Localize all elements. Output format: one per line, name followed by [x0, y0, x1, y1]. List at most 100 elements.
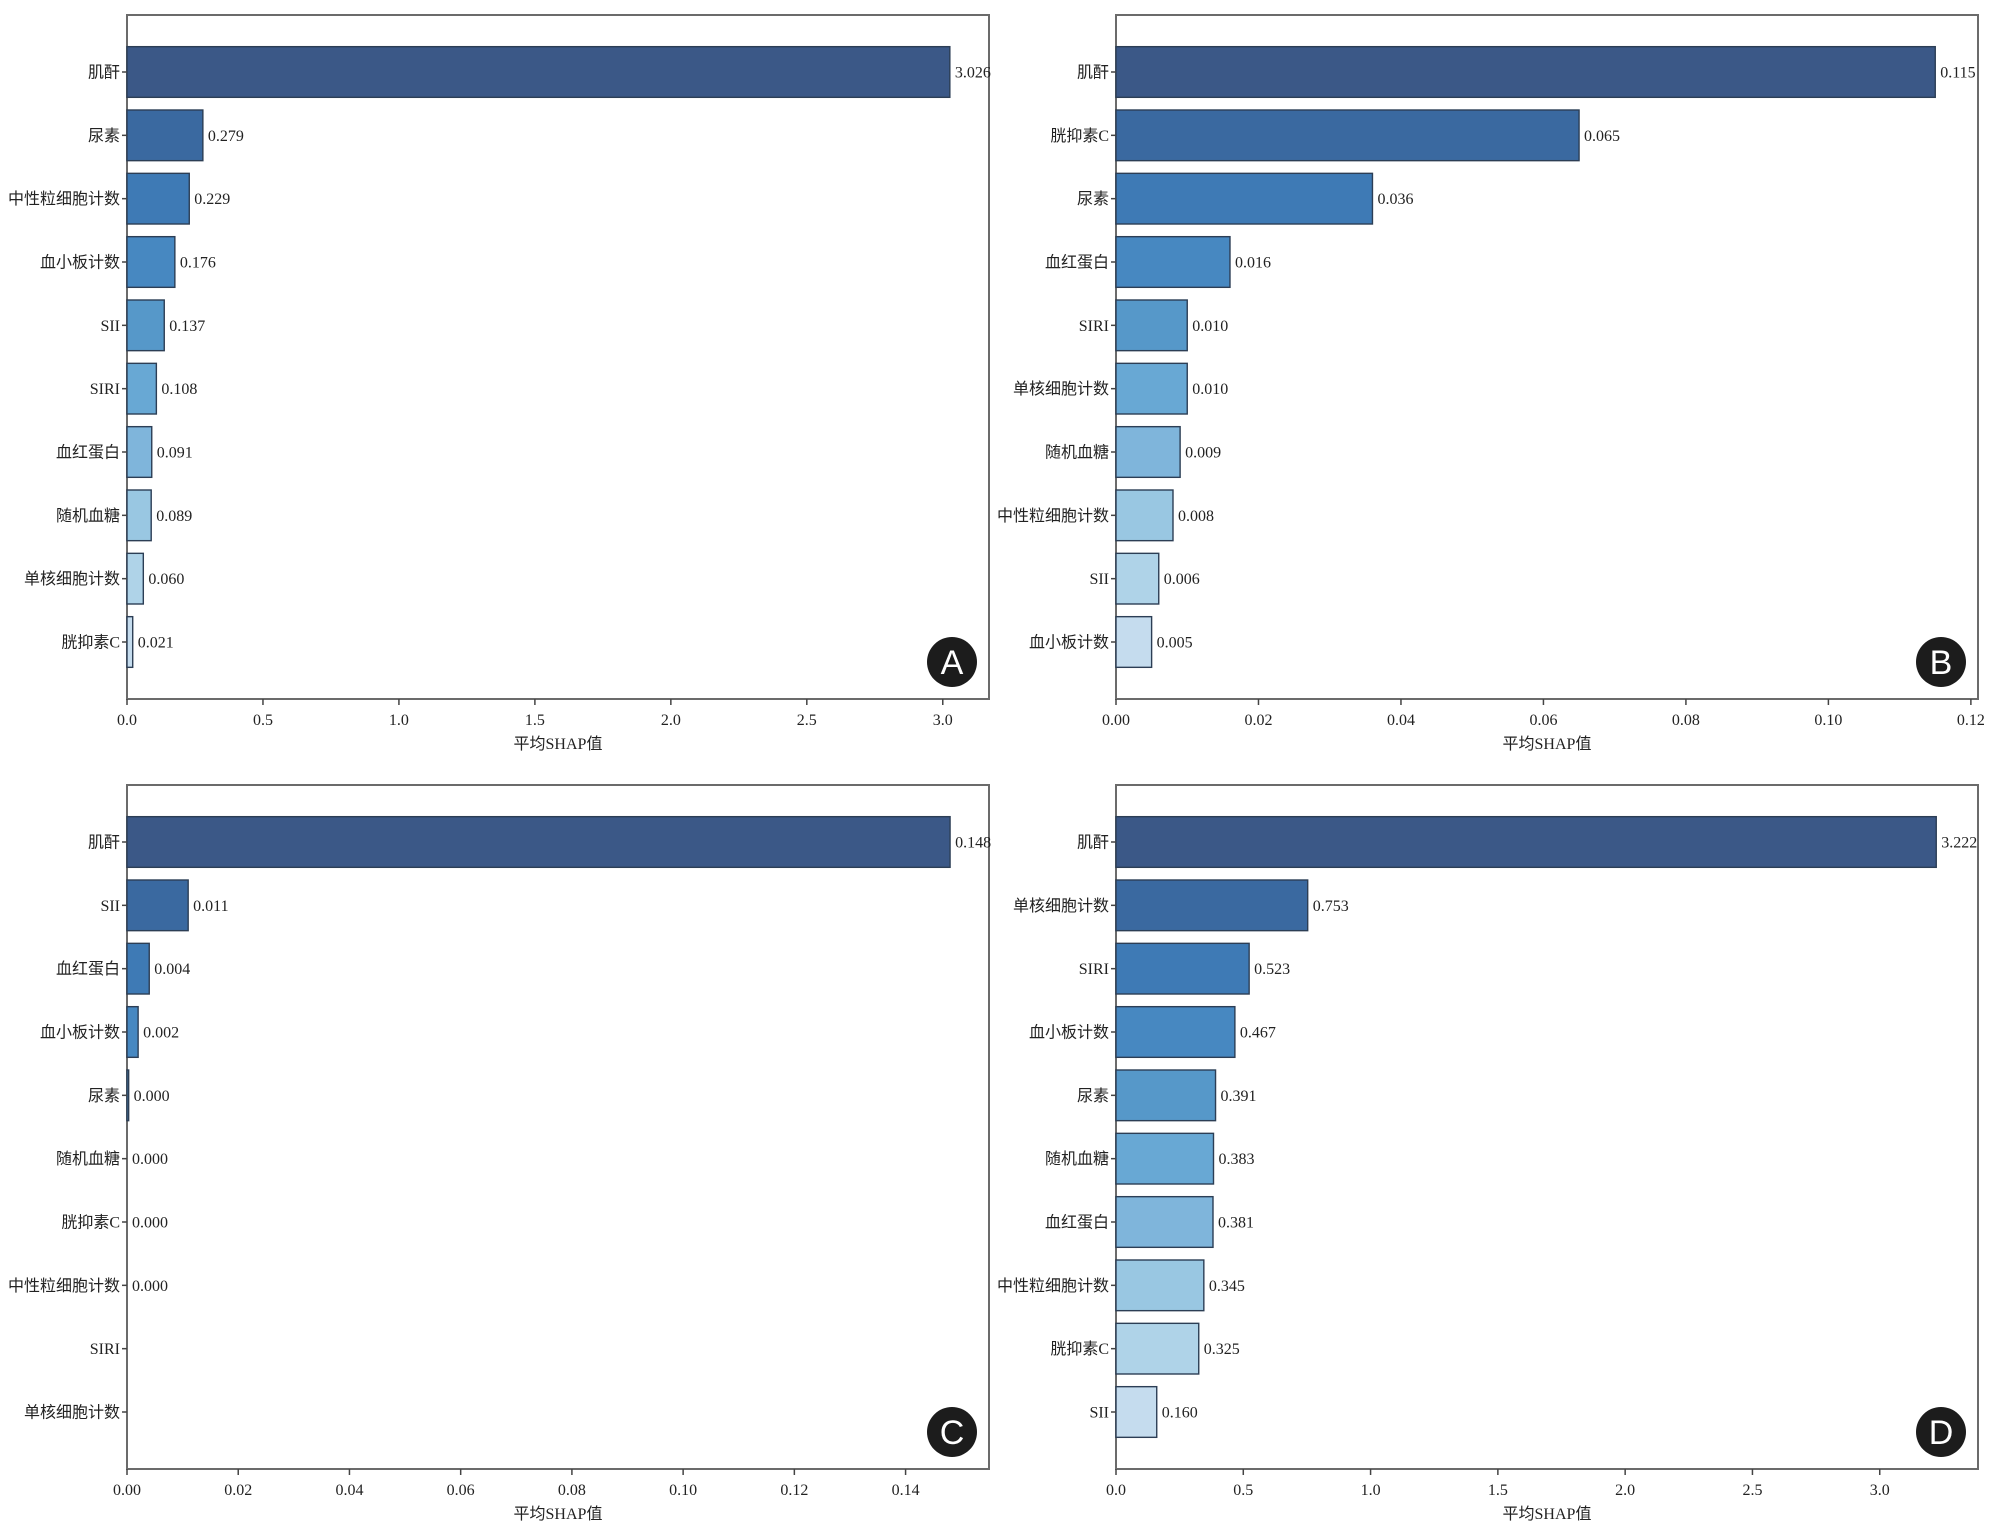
bar	[126, 362, 158, 415]
value-label: 0.148	[955, 835, 991, 852]
x-tick-label: 0.5	[253, 712, 273, 729]
bar	[126, 489, 152, 542]
x-tick-label: 1.5	[525, 712, 545, 729]
category-label: SIRI	[90, 381, 120, 398]
bar	[1115, 879, 1309, 932]
bar	[126, 879, 189, 932]
category-label: SIRI	[90, 1341, 120, 1358]
category-label: 单核细胞计数	[24, 570, 120, 588]
value-label: 0.383	[1219, 1151, 1255, 1168]
value-label: 0.016	[1235, 255, 1271, 272]
x-axis-title: 平均SHAP值	[1503, 735, 1592, 753]
plot-frame	[126, 14, 990, 700]
bar	[1115, 109, 1580, 162]
bar	[126, 425, 153, 479]
value-label: 0.011	[193, 898, 228, 915]
value-label: 3.026	[955, 65, 991, 82]
category-label: 血红蛋白	[1045, 254, 1109, 272]
x-tick-label: 0.06	[1529, 712, 1557, 729]
value-label: 0.036	[1377, 191, 1413, 208]
category-label: 血小板计数	[40, 254, 120, 272]
category-label: 中性粒细胞计数	[8, 1277, 120, 1295]
bar	[1115, 362, 1188, 415]
value-label: 0.325	[1204, 1341, 1240, 1358]
panel-a: 肌酐 3.026 尿素 0.279 中性粒细胞计数 0.229 血小板计数 0.176 SII 0…	[8, 14, 991, 753]
panel-badge-letter: D	[1929, 1414, 1954, 1452]
category-label: 血小板计数	[1029, 1024, 1109, 1042]
category-label: 肌酐	[88, 64, 120, 82]
value-label: 0.391	[1221, 1088, 1257, 1105]
category-label: 尿素	[1077, 1087, 1109, 1105]
value-label: 0.115	[1940, 65, 1975, 82]
x-tick-label: 0.5	[1233, 1482, 1253, 1499]
category-label: 中性粒细胞计数	[8, 190, 120, 208]
x-axis-title: 平均SHAP值	[1503, 1505, 1592, 1523]
bar	[1115, 1005, 1236, 1059]
value-label: 0.010	[1192, 381, 1228, 398]
x-tick-label: 0.10	[1814, 712, 1842, 729]
panel-badge	[1916, 1407, 1966, 1457]
x-tick-label: 0.10	[669, 1482, 697, 1499]
bar	[1115, 552, 1160, 605]
category-label: 胱抑素C	[1050, 1340, 1109, 1358]
bar	[126, 815, 951, 869]
bar	[1115, 615, 1153, 669]
bar	[1115, 942, 1250, 995]
x-tick-label: 0.02	[1244, 712, 1272, 729]
bar	[1115, 235, 1231, 289]
category-label: 血小板计数	[1029, 634, 1109, 652]
panel-c: 肌酐 0.148 SII 0.011 血红蛋白 0.004 血小板计数 0.002 尿素 0.00…	[8, 784, 991, 1523]
bar	[1115, 1132, 1215, 1185]
category-label: 肌酐	[1077, 64, 1109, 82]
bar	[126, 1005, 139, 1059]
bar	[1115, 45, 1936, 99]
category-label: 单核细胞计数	[24, 1404, 120, 1422]
x-tick-label: 0.00	[1102, 712, 1130, 729]
bar	[126, 235, 176, 289]
category-label: 随机血糖	[56, 1150, 120, 1168]
category-label: 血红蛋白	[56, 960, 120, 978]
category-label: 胱抑素C	[61, 634, 120, 652]
category-label: 胱抑素C	[1050, 127, 1109, 145]
value-label: 0.381	[1218, 1215, 1254, 1232]
x-tick-label: 1.0	[389, 712, 409, 729]
category-label: 随机血糖	[56, 507, 120, 525]
x-tick-label: 0.12	[1957, 712, 1985, 729]
value-label: 0.002	[143, 1025, 179, 1042]
x-tick-label: 0.08	[1672, 712, 1700, 729]
panel-badge	[927, 637, 977, 687]
plot-frame	[126, 784, 990, 1470]
category-label: SIRI	[1079, 961, 1109, 978]
category-label: SII	[1089, 571, 1109, 588]
category-label: 中性粒细胞计数	[997, 507, 1109, 525]
x-tick-label: 0.06	[447, 1482, 475, 1499]
value-label: 0.108	[161, 381, 197, 398]
value-label: 0.005	[1157, 635, 1193, 652]
x-tick-label: 0.14	[892, 1482, 920, 1499]
panel-badge	[927, 1407, 977, 1457]
x-tick-label: 0.08	[558, 1482, 586, 1499]
bar	[1115, 1195, 1214, 1249]
value-label: 0.000	[132, 1278, 168, 1295]
x-tick-label: 2.0	[661, 712, 681, 729]
value-label: 0.279	[208, 128, 244, 145]
value-label: 0.467	[1240, 1025, 1276, 1042]
value-label: 0.004	[154, 961, 190, 978]
x-tick-label: 3.0	[933, 712, 953, 729]
value-label: 0.091	[157, 445, 193, 462]
x-tick-label: 2.5	[1742, 1482, 1762, 1499]
value-label: 0.010	[1192, 318, 1228, 335]
bar	[1115, 425, 1181, 479]
value-label: 0.345	[1209, 1278, 1245, 1295]
bar	[1115, 299, 1188, 352]
panel-badge	[1916, 637, 1966, 687]
bar	[1115, 1069, 1217, 1122]
bar	[126, 172, 190, 225]
x-axis-title: 平均SHAP值	[514, 1505, 603, 1523]
value-label: 0.229	[194, 191, 230, 208]
value-label: 0.089	[156, 508, 192, 525]
value-label: 0.065	[1584, 128, 1620, 145]
value-label: 0.523	[1254, 961, 1290, 978]
bar	[1115, 489, 1174, 542]
x-tick-label: 0.0	[117, 712, 137, 729]
